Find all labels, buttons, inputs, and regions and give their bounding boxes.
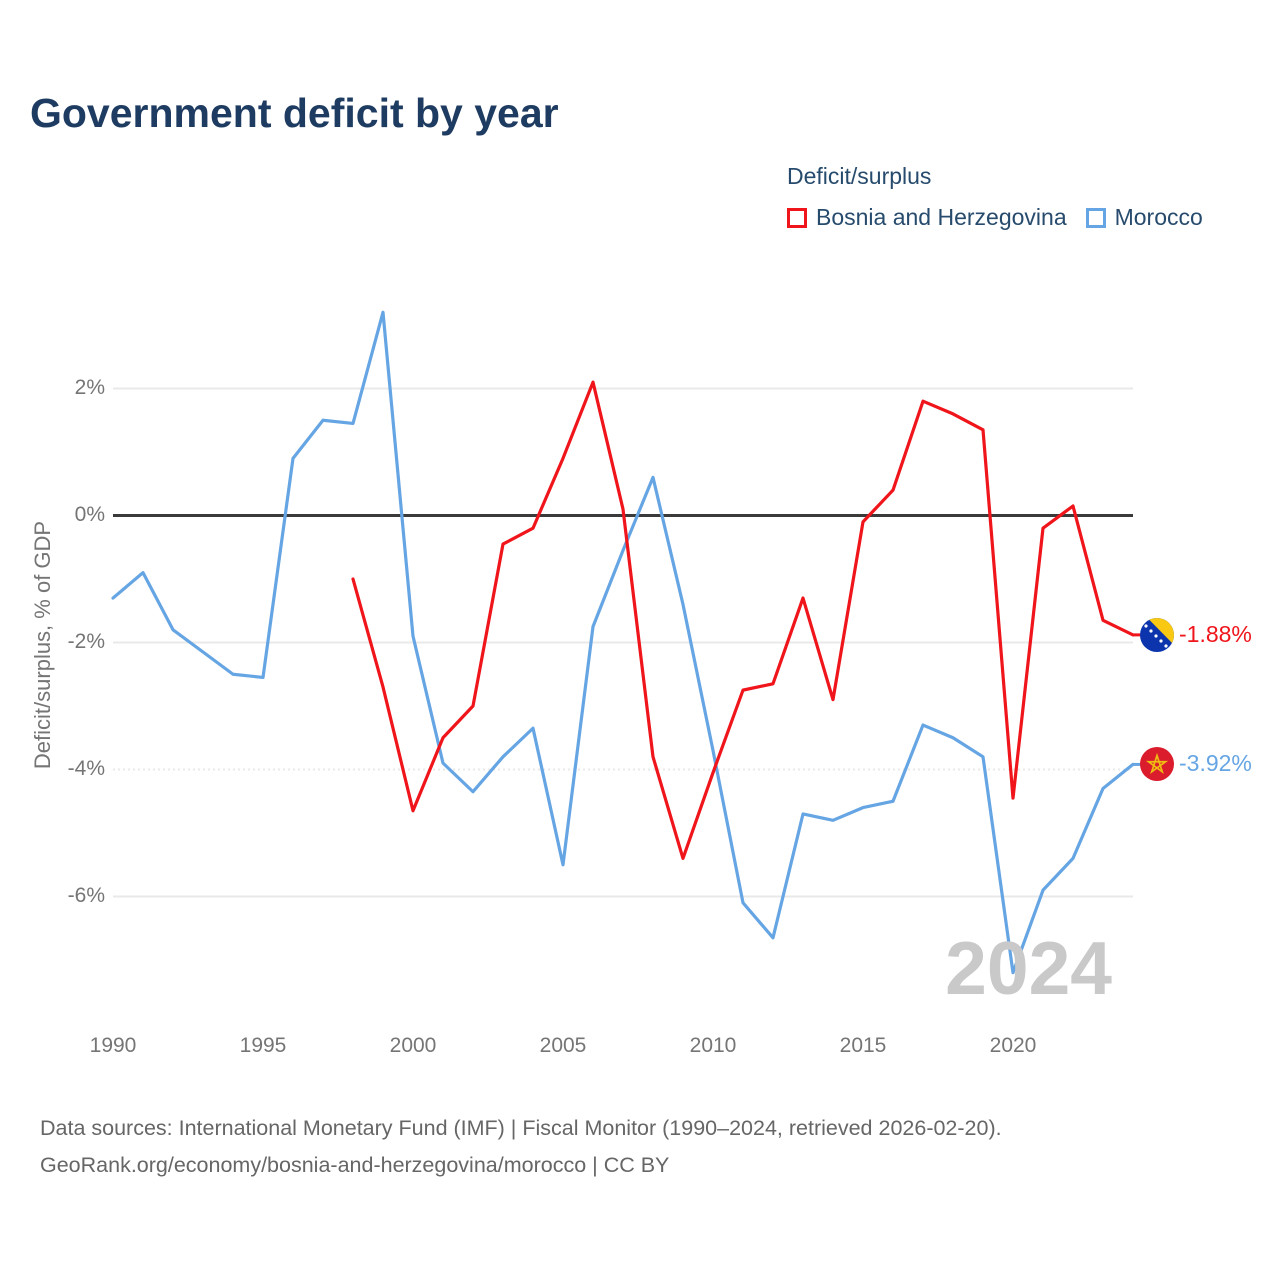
series-line-bosnia-and-herzegovina [351,380,1135,861]
source-url-line: GeoRank.org/economy/bosnia-and-herzegovi… [40,1152,670,1177]
x-tick-label: 2010 [689,1034,737,1057]
x-tick-label: 2015 [839,1034,887,1057]
x-tick-label: 1990 [89,1034,137,1057]
legend-item-bosnia[interactable]: Bosnia and Herzegovina [787,204,1067,231]
series-line-morocco [111,310,1135,975]
legend-title: Deficit/surplus [787,163,932,189]
y-tick-label: -6% [67,883,105,907]
legend-row: Bosnia and Herzegovina Morocco [787,204,1203,231]
morocco-series-swatch [1085,207,1106,228]
bosnia-flag-icon [1140,618,1174,652]
legend-label: Bosnia and Herzegovina [816,204,1067,230]
x-tick-label: 2000 [389,1034,437,1057]
y-tick-label: 0% [74,502,105,526]
morocco-flag-icon [1140,747,1174,781]
data-sources-line: Data sources: International Monetary Fun… [40,1116,1002,1140]
legend-item-morocco[interactable]: Morocco [1085,204,1203,231]
morocco-end-value-label: -3.92% [1179,750,1252,776]
y-tick-label: -4% [67,756,105,780]
legend-label: Morocco [1114,204,1203,230]
x-tick-label: 2005 [539,1034,587,1057]
y-tick-label: -2% [67,629,105,653]
x-tick-label: 1995 [239,1034,287,1057]
legend: Deficit/surplus Bosnia and Herzegovina M… [787,163,1203,231]
bosnia-series-swatch [787,207,807,228]
page-title: Government deficit by year [30,90,559,136]
y-tick-label: 2% [74,375,105,399]
watermark-year: 2024 [945,926,1112,1010]
source-attribution: Data sources: International Monetary Fun… [40,1110,1002,1184]
x-tick-label: 2020 [989,1034,1037,1057]
bosnia-end-value-label: -1.88% [1179,621,1252,647]
